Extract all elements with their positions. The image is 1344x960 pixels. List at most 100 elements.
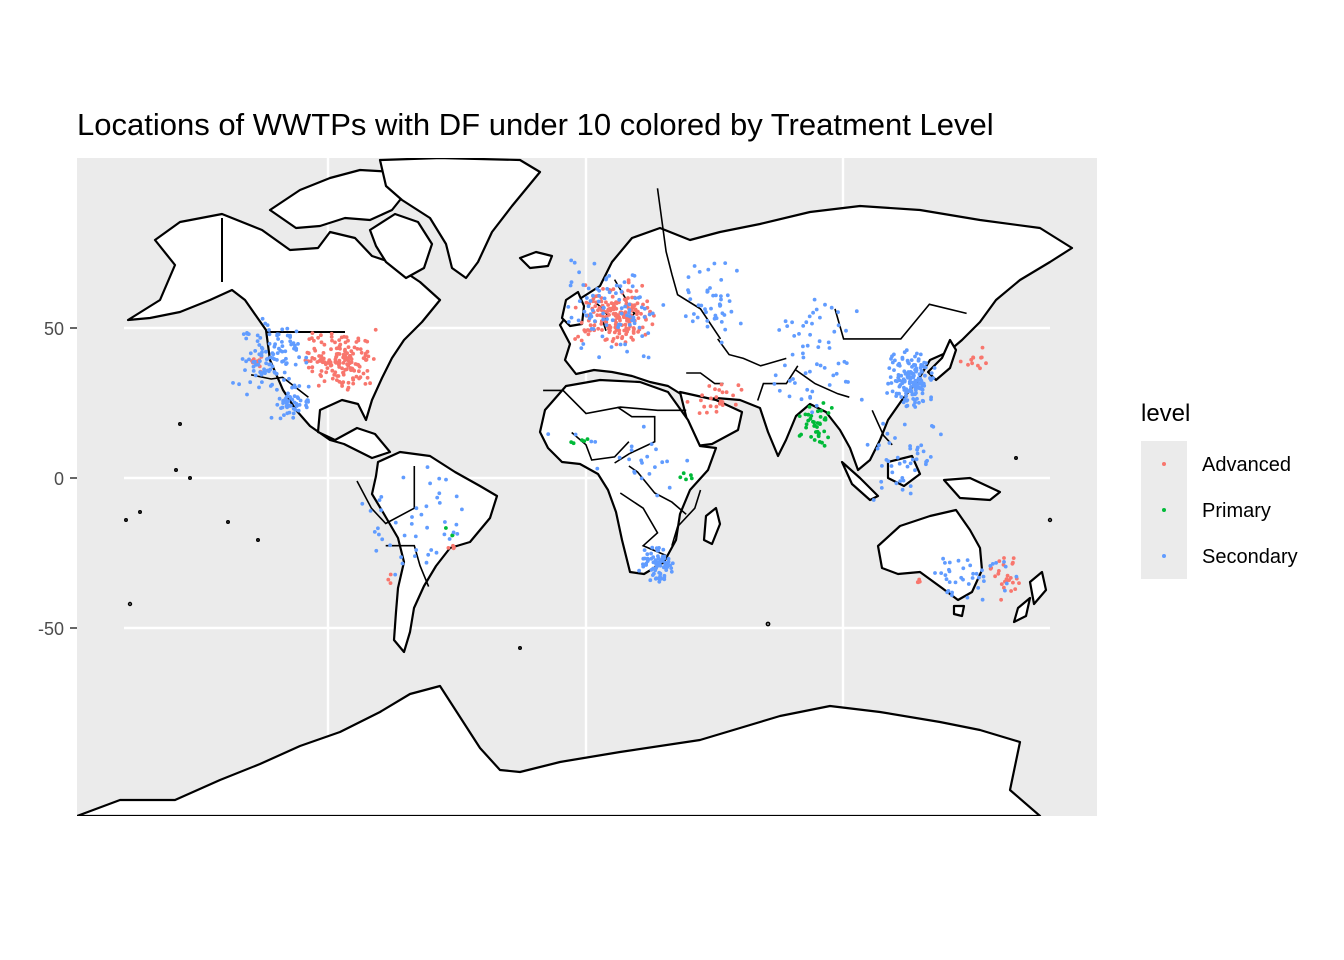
wwtp-point-advanced xyxy=(700,393,704,398)
wwtp-point-secondary xyxy=(281,359,286,363)
wwtp-point-secondary xyxy=(714,316,719,321)
wwtp-point-secondary xyxy=(913,363,918,367)
wwtp-point-secondary xyxy=(974,571,979,576)
wwtp-point-secondary xyxy=(887,366,892,370)
wwtp-point-secondary xyxy=(661,303,666,307)
wwtp-point-secondary xyxy=(790,320,794,325)
wwtp-point-secondary xyxy=(897,378,902,383)
wwtp-point-advanced xyxy=(1013,587,1018,591)
wwtp-point-secondary xyxy=(609,345,614,349)
wwtp-point-secondary xyxy=(244,336,249,341)
wwtp-point-secondary xyxy=(727,299,732,303)
wwtp-point-secondary xyxy=(902,350,907,355)
wwtp-point-advanced xyxy=(607,330,612,335)
wwtp-point-advanced xyxy=(708,404,713,409)
wwtp-point-advanced xyxy=(310,369,315,374)
wwtp-point-secondary xyxy=(633,296,638,300)
wwtp-point-advanced xyxy=(618,318,622,323)
wwtp-point-secondary xyxy=(811,310,815,315)
wwtp-point-secondary xyxy=(947,560,952,565)
wwtp-point-secondary xyxy=(614,283,619,288)
wwtp-point-advanced xyxy=(645,299,650,304)
wwtp-point-secondary xyxy=(297,355,301,360)
wwtp-point-advanced xyxy=(346,380,351,385)
wwtp-point-secondary xyxy=(900,355,905,360)
legend-label-advanced: Advanced xyxy=(1202,454,1291,476)
wwtp-point-advanced xyxy=(319,340,324,345)
wwtp-point-secondary xyxy=(705,290,710,294)
wwtp-point-advanced xyxy=(317,354,321,358)
wwtp-point-secondary xyxy=(877,443,881,448)
wwtp-point-secondary xyxy=(380,537,385,542)
wwtp-point-secondary xyxy=(692,264,697,268)
wwtp-point-secondary xyxy=(924,462,928,467)
wwtp-point-secondary xyxy=(785,324,790,328)
wwtp-point-secondary xyxy=(922,365,926,369)
wwtp-point-secondary xyxy=(907,361,911,366)
wwtp-point-secondary xyxy=(911,372,916,377)
wwtp-point-advanced xyxy=(446,546,451,550)
wwtp-point-secondary xyxy=(944,577,949,582)
wwtp-point-secondary xyxy=(900,487,905,492)
wwtp-point-secondary xyxy=(286,391,290,396)
wwtp-point-advanced xyxy=(341,355,346,360)
wwtp-point-advanced xyxy=(714,404,719,409)
wwtp-point-secondary xyxy=(265,323,270,327)
wwtp-point-secondary xyxy=(270,382,274,387)
wwtp-point-secondary xyxy=(943,561,947,565)
wwtp-point-secondary xyxy=(425,525,429,530)
wwtp-point-secondary xyxy=(898,479,903,483)
wwtp-point-secondary xyxy=(918,376,923,381)
wwtp-point-secondary xyxy=(257,352,262,357)
wwtp-point-secondary xyxy=(807,314,812,319)
wwtp-point-secondary xyxy=(443,520,447,524)
wwtp-point-secondary xyxy=(546,432,551,436)
wwtp-point-advanced xyxy=(361,371,366,376)
wwtp-point-advanced xyxy=(318,373,323,377)
wwtp-point-secondary xyxy=(622,280,627,284)
wwtp-point-secondary xyxy=(379,495,384,499)
wwtp-point-secondary xyxy=(640,461,644,465)
wwtp-point-secondary xyxy=(271,352,276,357)
wwtp-point-secondary xyxy=(832,329,837,334)
country-border-line xyxy=(385,544,430,587)
wwtp-point-secondary xyxy=(913,354,917,359)
wwtp-point-advanced xyxy=(606,327,611,331)
wwtp-point-secondary xyxy=(669,569,674,574)
wwtp-point-secondary xyxy=(644,561,649,566)
wwtp-point-secondary xyxy=(630,284,635,289)
wwtp-point-secondary xyxy=(642,548,647,552)
wwtp-point-advanced xyxy=(1002,585,1006,590)
wwtp-point-advanced xyxy=(626,278,631,283)
wwtp-point-secondary xyxy=(921,399,926,404)
wwtp-point-secondary xyxy=(650,545,655,550)
wwtp-point-secondary xyxy=(915,445,920,450)
wwtp-point-secondary xyxy=(913,378,918,383)
wwtp-point-advanced xyxy=(330,368,335,373)
wwtp-point-secondary xyxy=(808,394,812,399)
wwtp-point-secondary xyxy=(1002,560,1006,564)
wwtp-point-advanced xyxy=(1010,561,1015,566)
wwtp-point-secondary xyxy=(258,336,263,340)
wwtp-point-secondary xyxy=(627,302,632,307)
wwtp-point-secondary xyxy=(601,306,606,310)
wwtp-point-secondary xyxy=(980,568,984,573)
wwtp-point-secondary xyxy=(719,297,723,302)
country-border-line xyxy=(656,188,722,340)
wwtp-point-secondary xyxy=(244,359,249,364)
wwtp-point-secondary xyxy=(269,415,274,420)
wwtp-point-advanced xyxy=(305,350,310,355)
wwtp-point-secondary xyxy=(584,313,589,318)
wwtp-point-secondary xyxy=(777,328,782,332)
wwtp-point-primary xyxy=(804,422,809,427)
wwtp-point-secondary xyxy=(231,381,235,385)
wwtp-point-secondary xyxy=(650,311,655,316)
legend-key-primary xyxy=(1162,508,1166,512)
wwtp-point-advanced xyxy=(685,400,690,404)
wwtp-point-secondary xyxy=(929,397,933,402)
wwtp-point-secondary xyxy=(297,403,302,407)
wwtp-point-secondary xyxy=(646,331,651,335)
wwtp-point-secondary xyxy=(614,291,618,296)
wwtp-point-secondary xyxy=(298,398,303,403)
wwtp-point-secondary xyxy=(908,461,913,466)
